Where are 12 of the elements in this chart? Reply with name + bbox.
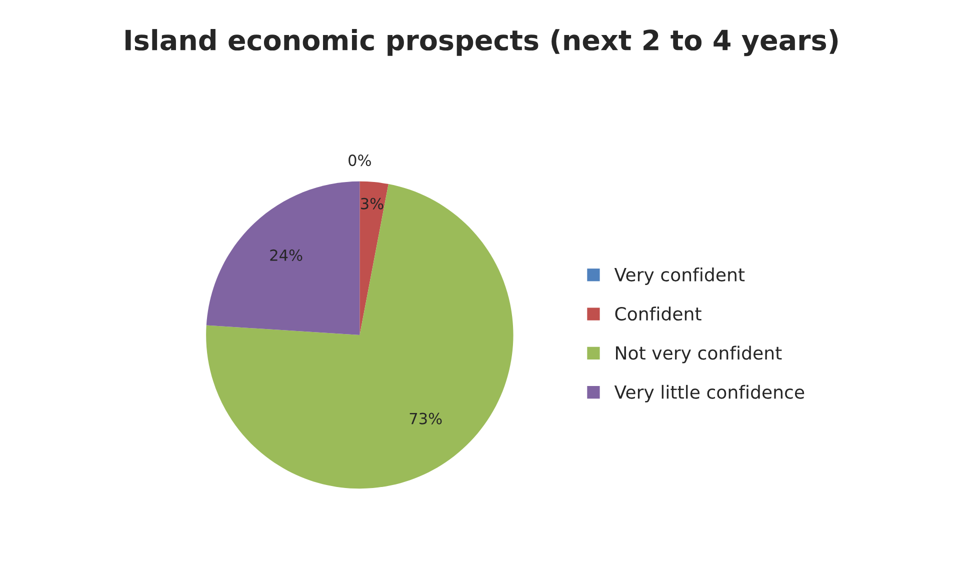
data-label: 3% (361, 198, 384, 210)
pie-slice (206, 184, 514, 489)
legend-label: Very confident (614, 268, 745, 285)
legend-label: Confident (615, 306, 702, 321)
pie-slice (206, 181, 360, 335)
pie-slice (360, 181, 388, 335)
text: 0% (348, 154, 371, 166)
data-label: 73% (410, 412, 442, 424)
legend-label: Not very confident (616, 346, 782, 364)
legend-label: Very little confidence (614, 384, 804, 402)
data-label: 24% (270, 249, 302, 261)
chart-title: Island economic prospects (next 2 to 4 years) (126, 29, 838, 56)
